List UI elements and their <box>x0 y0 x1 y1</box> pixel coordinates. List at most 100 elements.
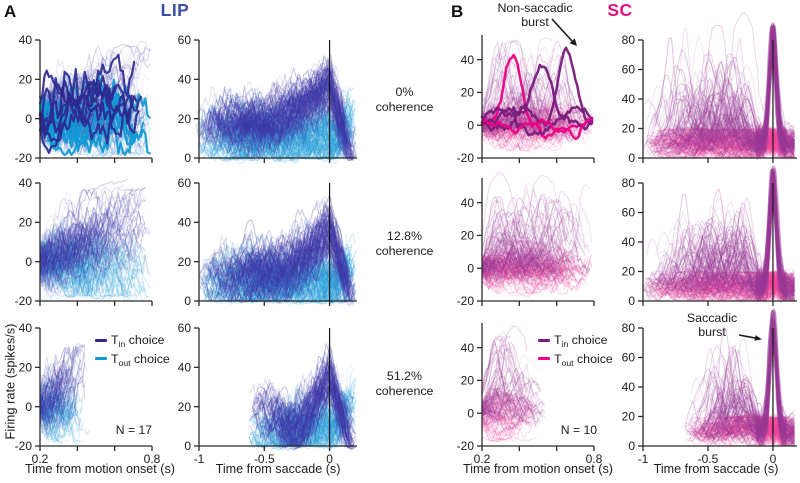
traces-t_in <box>39 178 151 298</box>
traces-t_in <box>684 308 795 448</box>
legend-label: Tout choice <box>111 351 170 368</box>
y-tick-label: 20 <box>19 216 33 230</box>
plot-b-row3-motion: 40 20 0 -200.2 0.8 <box>457 323 603 466</box>
y-tick-label: 0 <box>25 400 32 414</box>
traces-t_out <box>643 268 795 303</box>
coherence-word: coherence <box>375 100 434 114</box>
y-tick-label: 40 <box>622 92 636 106</box>
y-tick-label: -20 <box>457 151 475 165</box>
axes <box>638 182 797 306</box>
row-label-coherence-0: 0% coherence <box>352 85 457 115</box>
traces-t_in <box>642 12 795 160</box>
axes <box>194 182 357 306</box>
traces-t_in <box>195 55 358 162</box>
x-tick-label: -0.5 <box>254 452 275 466</box>
y-tick-label: 80 <box>622 321 636 335</box>
y-tick-label: 0 <box>628 151 635 165</box>
y-tick-label: 80 <box>622 33 636 47</box>
traces-t_out <box>39 217 151 302</box>
y-axis-title: Firing rate (spikes/s) <box>2 323 18 440</box>
axes <box>477 323 595 451</box>
panel-b-title: SC <box>607 0 633 20</box>
y-tick-label: 0 <box>25 112 32 126</box>
tin-color-swatch <box>95 338 107 342</box>
y-tick-label: 40 <box>19 33 33 47</box>
panel-a-title: LIP <box>160 0 190 20</box>
y-tick-label: 40 <box>461 53 475 67</box>
panel-b-letter: B <box>451 2 464 21</box>
y-tick-label: 0 <box>467 261 474 275</box>
y-tick-label: 20 <box>178 400 192 414</box>
tout-color-swatch <box>538 357 550 361</box>
x-axis-title-a-saccade: Time from saccade (s) <box>215 462 341 476</box>
axes <box>194 327 357 451</box>
bold-traces-t_in <box>38 53 142 154</box>
tin-color-swatch <box>538 338 550 342</box>
panel-a-letter: A <box>4 2 17 21</box>
x-tick-label: 0 <box>326 452 333 466</box>
y-tick-label: 40 <box>178 73 192 87</box>
y-tick-label: 0 <box>184 151 191 165</box>
trace-group <box>198 195 358 308</box>
coherence-value: 0% <box>395 85 414 99</box>
axes <box>35 182 153 306</box>
y-tick-label: 60 <box>622 351 636 365</box>
y-tick-label: 20 <box>461 374 475 388</box>
axes <box>638 327 797 451</box>
y-tick-label: 40 <box>622 380 636 394</box>
y-tick-label: 20 <box>622 122 636 136</box>
trace-group <box>642 12 795 161</box>
y-tick-label: 40 <box>178 361 192 375</box>
y-tick-label: 40 <box>461 196 475 210</box>
coherence-value: 51.2% <box>386 369 423 383</box>
traces-t_in <box>481 171 593 290</box>
legend-item-tout: Tout choice <box>538 350 613 369</box>
trace-group <box>195 55 358 165</box>
traces-t_in <box>198 195 357 308</box>
traces-t_in <box>39 343 90 441</box>
legend-label: Tin choice <box>554 333 608 350</box>
annotation-saccadic-burst: Saccadic burst <box>686 311 738 339</box>
legend-sc: Tin choice Tout choice <box>538 331 613 368</box>
plot-a-row2-saccade: 60 40 20 0 <box>178 176 358 308</box>
x-axis-title-a-motion: Time from motion onset (s) <box>25 462 175 476</box>
y-tick-label: 60 <box>178 321 192 335</box>
coherence-word: coherence <box>375 384 434 398</box>
trace-group <box>39 178 151 302</box>
traces-t_out <box>248 362 357 451</box>
axes <box>35 327 153 451</box>
y-tick-label: 20 <box>622 265 636 279</box>
trace-group <box>248 342 357 451</box>
n-neurons-lip: N = 17 <box>115 423 152 437</box>
traces-t_out <box>481 385 537 443</box>
row-label-coherence-1: 12.8% coherence <box>352 229 457 259</box>
y-tick-label: 0 <box>184 439 191 453</box>
x-tick-label: 0.8 <box>144 452 161 466</box>
annotation-arrow-right <box>738 334 762 341</box>
y-tick-label: 40 <box>19 176 33 190</box>
y-tick-label: 0 <box>467 118 474 132</box>
y-tick-label: 0 <box>628 294 635 308</box>
n-neurons-sc: N = 10 <box>560 423 597 437</box>
axes <box>194 39 357 163</box>
axes <box>638 39 797 163</box>
plot-a-row1-motion: 40 20 0 -20 <box>15 33 153 165</box>
y-tick-label: 20 <box>622 410 636 424</box>
x-axis-title-b-saccade: Time from saccade (s) <box>653 462 779 476</box>
axes <box>35 39 153 163</box>
plot-b-row1-saccade: 80 60 40 20 0 <box>622 12 797 165</box>
traces-t_in <box>481 325 546 434</box>
y-tick-label: 40 <box>178 216 192 230</box>
plot-b-row2-motion: 40 20 0 -20 <box>457 171 595 308</box>
x-tick-label: 0 <box>770 452 777 466</box>
trace-group <box>481 171 593 298</box>
y-tick-label: 20 <box>461 229 475 243</box>
y-tick-label: 0 <box>25 255 32 269</box>
traces-t_out <box>481 237 593 298</box>
y-tick-label: -20 <box>15 294 33 308</box>
tout-color-swatch <box>95 357 107 361</box>
